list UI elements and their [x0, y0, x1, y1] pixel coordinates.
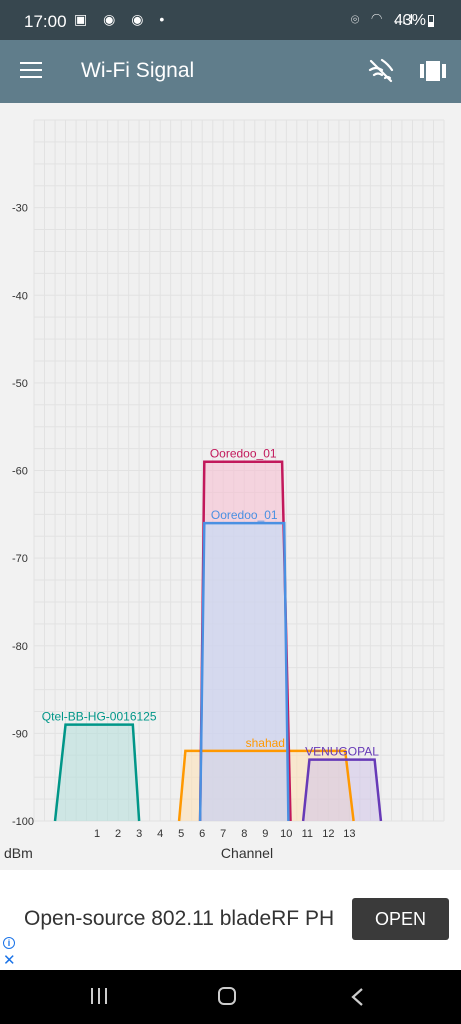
- signal-area-0: [55, 724, 140, 821]
- y-tick-label: -50: [12, 378, 28, 390]
- x-tick-label: 12: [322, 828, 334, 840]
- app-toolbar: Wi-Fi Signal: [0, 40, 461, 103]
- channel-graph: Qtel-BB-HG-0016125 shahad Ooredoo_01 Ooredo…: [0, 103, 461, 870]
- x-tick-label: 8: [241, 828, 247, 840]
- x-tick-label: 4: [157, 828, 163, 840]
- signal-label-0: Qtel-BB-HG-0016125: [42, 710, 157, 724]
- ad-text[interactable]: Open-source 802.11 bladeRF PH: [24, 907, 335, 930]
- home-icon[interactable]: [218, 987, 236, 1005]
- signal-label-2: Ooredoo_01: [210, 447, 277, 461]
- x-tick-label: 2: [115, 828, 121, 840]
- signal-outline-1: [177, 749, 355, 822]
- x-tick-label: 3: [136, 828, 142, 840]
- menu-icon[interactable]: [20, 62, 42, 80]
- y-tick-label: -70: [12, 553, 28, 565]
- y-tick-label: -30: [12, 203, 28, 215]
- x-axis-label: Channel: [221, 845, 273, 861]
- status-time: 17:00: [24, 12, 67, 31]
- system-nav-bar: [0, 970, 461, 1024]
- x-tick-label: 1: [94, 828, 100, 840]
- connectivity-icons: ⌾ ◠ .ıl: [350, 11, 417, 27]
- signal-area-4: [303, 759, 381, 821]
- signal-outline-3: [198, 521, 290, 822]
- channel-chart: Qtel-BB-HG-0016125 shahad Ooredoo_01 Ooredo…: [4, 119, 445, 861]
- ad-info-icon[interactable]: i: [3, 937, 15, 949]
- signal-outline-0: [53, 723, 141, 822]
- x-tick-label: 13: [343, 828, 355, 840]
- x-tick-label: 5: [178, 828, 184, 840]
- signal-area-3: [200, 523, 289, 821]
- ad-close-icon[interactable]: ✕: [3, 952, 16, 969]
- x-tick-label: 6: [199, 828, 205, 840]
- signal-outline-4: [301, 758, 383, 822]
- y-tick-label: -60: [12, 466, 28, 478]
- x-tick-label: 7: [220, 828, 226, 840]
- signal-label-3: Ooredoo_01: [211, 508, 278, 522]
- ad-open-button[interactable]: OPEN: [352, 898, 449, 940]
- page-title: Wi-Fi Signal: [81, 59, 195, 82]
- back-icon[interactable]: [350, 987, 364, 1007]
- y-tick-label: -100: [12, 816, 34, 828]
- notification-icons: ▣ ◉ ◉ •: [74, 11, 171, 27]
- signal-label-1: shahad: [246, 736, 285, 750]
- x-tick-label: 10: [280, 828, 292, 840]
- battery-icon: [428, 15, 434, 27]
- recent-apps-icon[interactable]: [90, 987, 108, 1005]
- y-tick-label: -40: [12, 290, 28, 302]
- wifi-scan-icon[interactable]: [368, 58, 394, 84]
- signal-label-4: VENUGOPAL: [305, 745, 379, 759]
- battery-percent: 43%: [394, 12, 427, 29]
- status-bar: 17:00 ▣ ◉ ◉ • ⌾ ◠ .ıl 43%: [0, 0, 461, 40]
- y-axis-label: dBm: [4, 845, 33, 861]
- ad-banner[interactable]: Open-source 802.11 bladeRF PH OPEN i ✕: [0, 870, 461, 970]
- x-tick-label: 11: [302, 828, 313, 840]
- x-tick-label: 9: [262, 828, 268, 840]
- y-tick-label: -90: [12, 728, 28, 740]
- view-switch-icon[interactable]: [420, 60, 446, 82]
- y-tick-label: -80: [12, 641, 28, 653]
